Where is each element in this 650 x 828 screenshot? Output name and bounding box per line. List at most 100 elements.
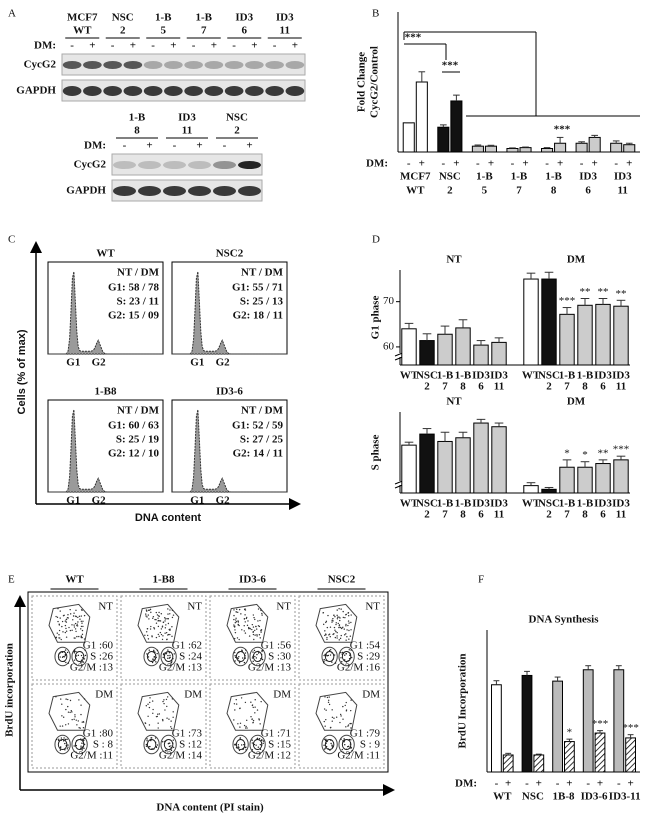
event-dot — [164, 740, 166, 743]
dot-plot-frame — [27, 591, 389, 773]
event-dot — [65, 630, 68, 632]
event-dot — [72, 615, 75, 617]
event-dot — [262, 742, 264, 745]
event-dot — [252, 655, 254, 658]
event-dot — [234, 629, 236, 631]
event-dot — [245, 749, 247, 751]
gate — [160, 646, 177, 667]
event-dot — [157, 617, 159, 619]
x-tick-label: ID3 — [594, 498, 612, 510]
event-dot — [234, 655, 236, 657]
dot-plot — [209, 595, 296, 681]
event-dot — [170, 720, 172, 722]
event-dot — [327, 748, 330, 750]
event-dot — [82, 721, 85, 723]
histogram-frame — [47, 261, 164, 355]
event-dot — [324, 696, 326, 698]
event-dot — [323, 708, 326, 710]
event-dot — [60, 737, 63, 739]
event-dot — [77, 654, 80, 657]
x-tick-label: 1-B — [455, 498, 472, 510]
event-dot — [59, 617, 61, 619]
contour — [235, 738, 246, 751]
event-dot — [73, 649, 76, 651]
dm-sign: + — [246, 140, 252, 152]
event-dot — [153, 650, 155, 653]
lane-name: NSC — [112, 12, 134, 24]
y-axis-label: Fold Change — [356, 52, 368, 112]
event-dot — [248, 635, 251, 637]
significance-stars: *** — [613, 444, 630, 456]
event-dot — [56, 616, 59, 619]
event-dot — [78, 727, 80, 729]
event-dot — [258, 625, 261, 628]
event-dot — [59, 656, 61, 658]
event-dot — [66, 651, 69, 654]
event-dot — [333, 626, 336, 629]
event-dot — [348, 629, 350, 632]
bar — [401, 444, 417, 494]
event-dot — [345, 639, 347, 641]
dm-sign: - — [273, 40, 277, 52]
event-dot — [75, 630, 77, 633]
event-dot — [156, 649, 159, 651]
event-dot — [63, 650, 66, 653]
event-dot — [251, 742, 254, 744]
event-dot — [252, 633, 255, 636]
event-dot — [67, 723, 70, 725]
event-dot — [239, 707, 241, 709]
event-dot — [65, 661, 67, 664]
event-dot — [83, 638, 86, 640]
event-dot — [69, 699, 72, 702]
dm-sign: + — [211, 40, 217, 52]
event-dot — [257, 652, 260, 654]
event-dot — [260, 700, 262, 703]
event-dot — [165, 698, 168, 701]
event-dot — [81, 746, 83, 749]
lane-sublabel: 5 — [161, 25, 167, 37]
event-dot — [64, 742, 66, 745]
gate — [48, 691, 91, 731]
stats-line: G2: 12 / 10 — [108, 448, 160, 460]
event-dot — [237, 746, 240, 748]
condition-sign: + — [536, 778, 542, 790]
condition-sign: - — [617, 778, 621, 790]
blot-row-label: GAPDH — [66, 185, 106, 197]
event-dot — [149, 608, 152, 611]
event-dot — [168, 651, 171, 654]
event-dot — [244, 652, 247, 654]
event-dot — [338, 616, 340, 618]
blot-band — [113, 186, 136, 196]
event-dot — [331, 709, 333, 711]
event-dot — [337, 622, 339, 625]
x-tick-sublabel: 2 — [424, 509, 430, 521]
blot-band — [238, 186, 261, 196]
stats-header: NT / DM — [241, 405, 284, 417]
event-dot — [238, 662, 241, 664]
significance-stars: ** — [580, 286, 591, 298]
event-dot — [235, 611, 237, 613]
bar — [564, 741, 575, 773]
event-dot — [254, 634, 256, 636]
event-dot — [329, 749, 331, 751]
event-dot — [331, 621, 333, 623]
blot-band — [188, 161, 211, 169]
event-dot — [155, 622, 158, 624]
event-dot — [158, 611, 160, 614]
event-dot — [81, 622, 83, 624]
event-dot — [260, 744, 263, 746]
event-dot — [238, 660, 241, 662]
bar — [588, 136, 601, 153]
event-dot — [77, 616, 79, 619]
x-axis-label: DNA content (PI stain) — [156, 802, 264, 814]
significance-stars: *** — [405, 32, 422, 44]
x-tick-label: NSC — [439, 171, 461, 183]
event-dot — [67, 744, 69, 746]
blot-band — [138, 186, 161, 196]
event-dot — [345, 726, 347, 728]
event-dot — [349, 654, 351, 656]
event-dot — [350, 727, 352, 729]
x-tick-label: ID3 — [614, 171, 632, 183]
condition-label: NT — [365, 601, 380, 613]
event-dot — [84, 654, 87, 657]
